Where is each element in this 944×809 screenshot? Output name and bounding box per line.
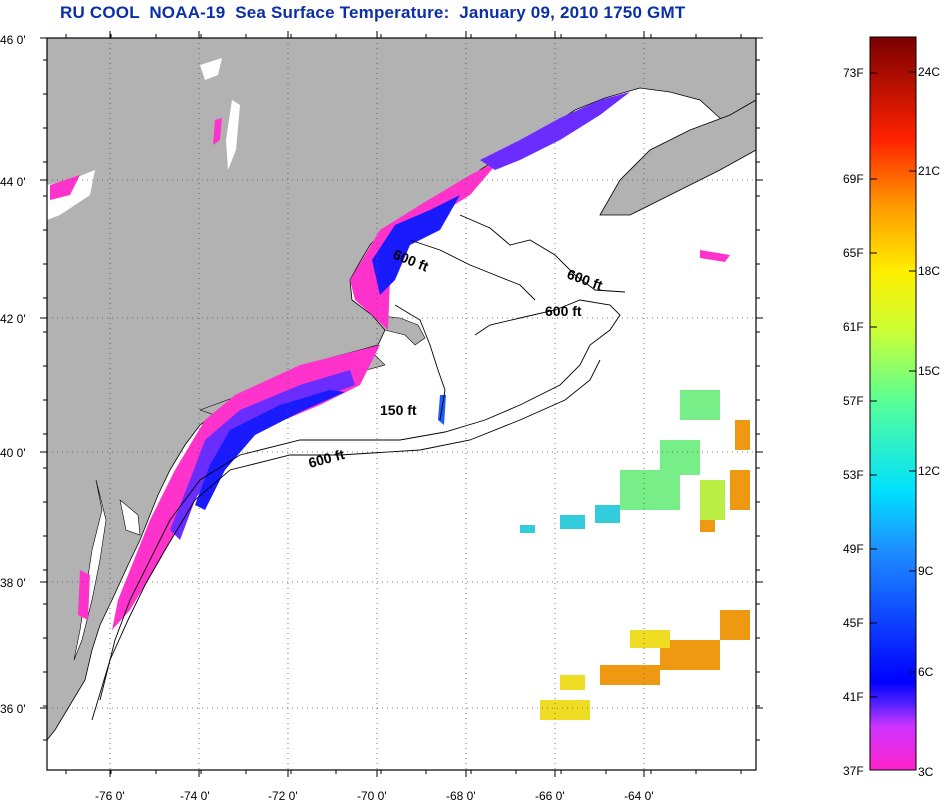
lat-label: 40 0' xyxy=(0,446,26,460)
lon-label: -64 0' xyxy=(624,789,654,803)
lon-label: -74 0' xyxy=(180,789,210,803)
colorbar xyxy=(869,36,917,771)
map-title: RU COOL NOAA-19 Sea Surface Temperature:… xyxy=(60,3,686,22)
cb-c-label: 3C xyxy=(918,765,934,779)
cb-f-label: 37F xyxy=(843,764,864,778)
lat-label: 36 0' xyxy=(0,702,26,716)
cb-f-label: 73F xyxy=(843,66,864,80)
lon-label: -76 0' xyxy=(95,789,125,803)
lon-label: -72 0' xyxy=(268,789,298,803)
contour-label-4: 150 ft xyxy=(380,402,417,418)
cb-f-label: 53F xyxy=(843,468,864,482)
cb-c-label: 9C xyxy=(918,564,934,578)
lat-label: 46 0' xyxy=(0,33,26,47)
cb-f-label: 49F xyxy=(843,542,864,556)
lon-label: -66 0' xyxy=(535,789,565,803)
cb-c-label: 6C xyxy=(918,665,934,679)
colorbar-ticks xyxy=(870,71,916,698)
lake-champlain xyxy=(226,100,240,170)
cb-f-label: 61F xyxy=(843,320,864,334)
cb-f-label: 45F xyxy=(843,616,864,630)
land-nova-scotia xyxy=(599,99,756,216)
map-ticks xyxy=(40,31,763,777)
lat-label: 44 0' xyxy=(0,175,26,189)
cb-c-label: 15C xyxy=(918,364,940,378)
cb-c-label: 12C xyxy=(918,464,940,478)
chesapeake-bay xyxy=(73,479,107,661)
lat-label: 38 0' xyxy=(0,576,26,590)
cb-f-label: 41F xyxy=(843,690,864,704)
delaware-bay xyxy=(119,499,141,536)
lon-label: -68 0' xyxy=(446,789,476,803)
cb-c-label: 24C xyxy=(918,65,940,79)
cb-c-label: 18C xyxy=(918,264,940,278)
lake-small xyxy=(200,58,222,80)
cb-f-label: 69F xyxy=(843,172,864,186)
land-us-coast xyxy=(47,38,756,741)
lat-label: 42 0' xyxy=(0,312,26,326)
map-frame xyxy=(46,37,757,771)
bathymetry-contours xyxy=(91,214,626,721)
cb-f-label: 65F xyxy=(843,246,864,260)
sst-data-layer xyxy=(50,92,750,720)
cb-f-label: 57F xyxy=(843,394,864,408)
contour-label-3: 600 ft xyxy=(545,303,582,319)
lon-label: -70 0' xyxy=(357,789,387,803)
cb-c-label: 21C xyxy=(918,164,940,178)
